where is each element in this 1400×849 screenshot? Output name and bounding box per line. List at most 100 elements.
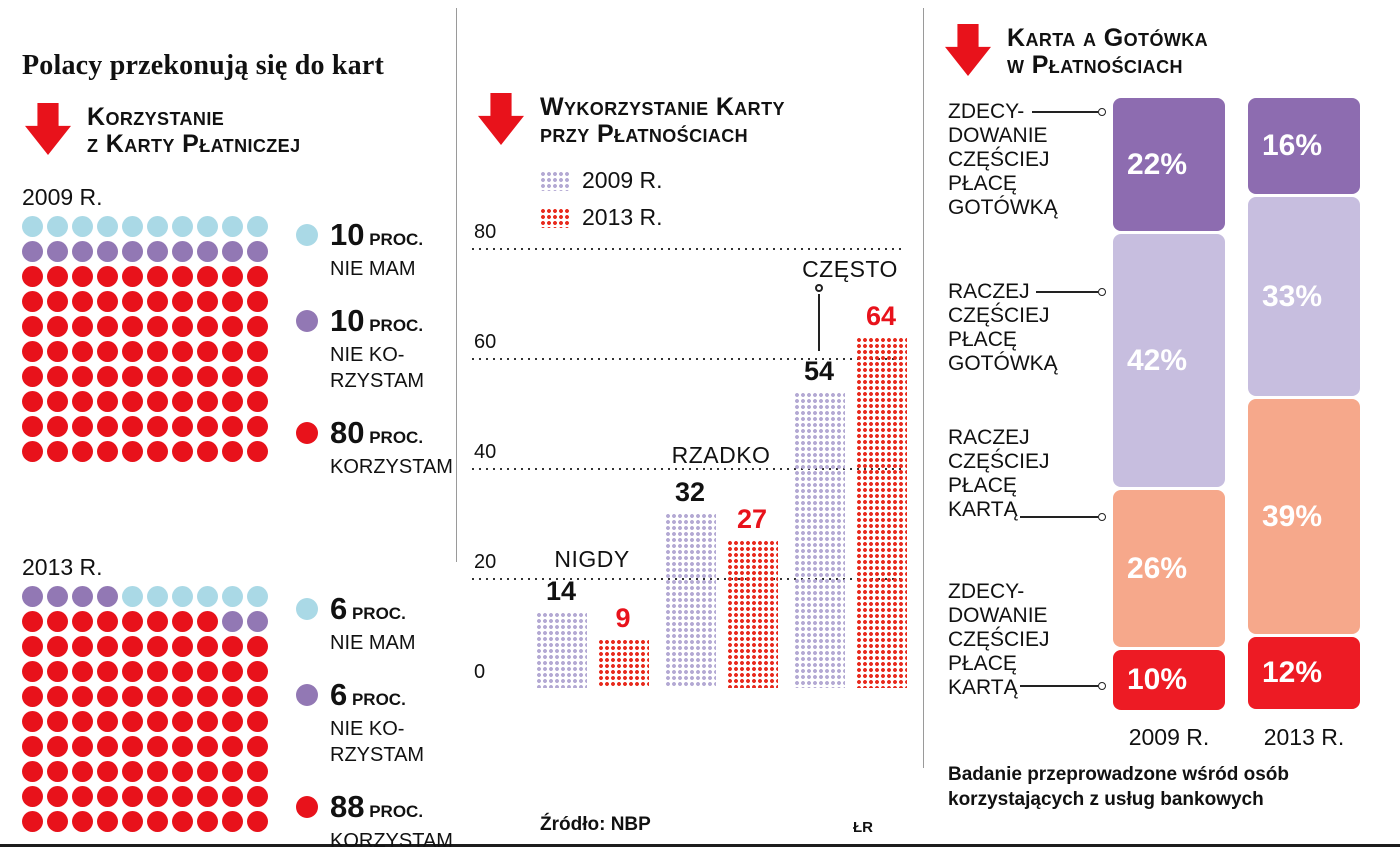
category-label-line: RACZEJ	[948, 426, 1030, 449]
waffle-dot	[47, 441, 68, 462]
legend-value: 6 PROC.	[330, 593, 416, 630]
waffle-dot	[72, 686, 93, 707]
category-label-line: CZĘŚCIEJ	[948, 628, 1050, 651]
segment-value: 10%	[1127, 663, 1188, 696]
waffle-dot	[72, 611, 93, 632]
legend-text: 6 PROC. NIE KO- RZYSTAM	[330, 679, 425, 768]
waffle-dot	[122, 391, 143, 412]
waffle-dot	[147, 291, 168, 312]
bar-2009-2	[793, 391, 845, 688]
waffle-legend: 6 PROC. NIE MAM 6 PROC. NIE KO- RZYSTAM 88 PR…	[296, 593, 466, 849]
waffle-dot	[122, 761, 143, 782]
waffle-dot	[222, 811, 243, 832]
waffle-dot	[97, 316, 118, 337]
legend-unit: PROC.	[364, 428, 424, 447]
connector-dot-icon	[1098, 513, 1106, 521]
legend-label: RZYSTAM	[330, 744, 425, 766]
waffle-dot	[97, 786, 118, 807]
waffle-dot	[147, 661, 168, 682]
waffle-dot	[172, 786, 193, 807]
legend-label: 2013 R.	[582, 204, 663, 230]
waffle-dot	[72, 366, 93, 387]
bar-value-2009-2: 54	[803, 356, 835, 386]
waffle-dot	[22, 316, 43, 337]
bar-value-2013-2: 64	[865, 301, 897, 331]
category-label-line: ZDECY-	[948, 100, 1025, 123]
legend-value: 80 PROC.	[330, 417, 453, 454]
legend-dot-icon	[296, 598, 318, 620]
legend-unit: PROC.	[364, 802, 424, 821]
waffle-dot	[222, 611, 243, 632]
waffle-dot	[47, 811, 68, 832]
waffle-dot	[47, 611, 68, 632]
heading-line: z Karty Płatniczej	[87, 130, 301, 158]
waffle-dot	[172, 686, 193, 707]
connector-line-0	[1032, 111, 1098, 113]
section-heading-card-payments: Wykorzystanie Karty przy Płatnościach	[478, 93, 785, 148]
waffle-dot	[172, 611, 193, 632]
bar-2013-1	[726, 539, 778, 688]
section-heading-text: Wykorzystanie Karty przy Płatnościach	[540, 93, 785, 148]
waffle-dot	[247, 661, 268, 682]
legend-value: 6 PROC.	[330, 679, 424, 716]
waffle-dot	[172, 241, 193, 262]
bar-value-2009-1: 32	[674, 477, 706, 507]
waffle-dot	[172, 586, 193, 607]
bar-value-2013-1: 27	[736, 504, 768, 534]
waffle-dot	[22, 216, 43, 237]
waffle-dot	[122, 661, 143, 682]
waffle-dot	[222, 391, 243, 412]
waffle-dot	[72, 216, 93, 237]
waffle-dot	[147, 441, 168, 462]
source-label: Źródło: NBP	[540, 814, 651, 835]
category-label-line: KARTĄ	[948, 498, 1018, 521]
y-tick-label: 80	[474, 221, 497, 243]
waffle-dot	[72, 416, 93, 437]
footnote-line: korzystających z usług bankowych	[948, 789, 1264, 810]
pointer-dot-icon	[815, 284, 823, 292]
waffle-dot	[22, 416, 43, 437]
stack-segment-2013-0: 16%	[1248, 98, 1360, 194]
waffle-dot	[172, 341, 193, 362]
legend-row: 2009 R.	[540, 162, 663, 199]
waffle-dot	[122, 441, 143, 462]
waffle-dot	[197, 216, 218, 237]
waffle-dot	[97, 416, 118, 437]
legend-value: 88 PROC.	[330, 791, 453, 828]
waffle-dot	[172, 441, 193, 462]
waffle-dot	[247, 341, 268, 362]
waffle-dot	[172, 391, 193, 412]
heading-line: Wykorzystanie Karty	[540, 93, 785, 121]
waffle-dot	[147, 241, 168, 262]
pointer-line	[818, 294, 820, 351]
legend-text: 88 PROC. KORZYSTAM	[330, 791, 453, 849]
waffle-dot	[247, 241, 268, 262]
category-label-line: PŁACĘ	[948, 172, 1017, 195]
bar-2009-0	[535, 611, 587, 688]
waffle-dot	[147, 391, 168, 412]
waffle-dot	[97, 736, 118, 757]
waffle-dot	[222, 216, 243, 237]
category-label-1: RACZEJ CZĘŚCIEJ PŁACĘ GOTÓWKĄ	[948, 280, 1058, 376]
segment-value: 12%	[1262, 656, 1323, 689]
waffle-dot	[47, 636, 68, 657]
bar-group-label: CZĘSTO	[802, 256, 898, 282]
waffle-dot	[22, 291, 43, 312]
waffle-dot	[222, 266, 243, 287]
waffle-dot	[222, 661, 243, 682]
stack-segment-2009-1: 42%	[1113, 234, 1225, 487]
legend-label: KORZYSTAM	[330, 830, 453, 849]
waffle-dot	[72, 811, 93, 832]
waffle-grid-2013	[22, 586, 268, 832]
waffle-dot	[147, 686, 168, 707]
section-heading-text: Korzystanie z Karty Płatniczej	[87, 103, 300, 158]
legend-label: KORZYSTAM	[330, 456, 453, 478]
waffle-dot	[97, 761, 118, 782]
waffle-dot	[22, 366, 43, 387]
waffle-dot	[97, 661, 118, 682]
category-label-line: ZDECY-	[948, 580, 1025, 603]
waffle-dot	[172, 316, 193, 337]
waffle-dot	[122, 216, 143, 237]
waffle-dot	[122, 586, 143, 607]
waffle-dot	[197, 241, 218, 262]
